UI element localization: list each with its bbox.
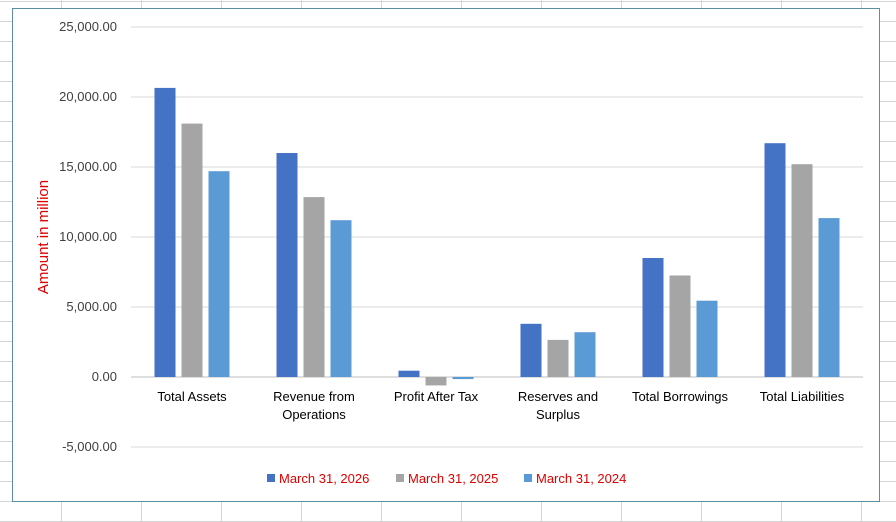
legend-label: March 31, 2025	[408, 471, 498, 486]
bar[interactable]	[818, 218, 840, 377]
bar[interactable]	[696, 300, 718, 377]
bar[interactable]	[574, 332, 596, 377]
bar[interactable]	[669, 275, 691, 378]
bar[interactable]	[276, 153, 298, 377]
bar[interactable]	[642, 258, 664, 377]
category-label: Total Assets	[157, 389, 227, 404]
legend-swatch	[524, 474, 532, 482]
gridlines	[131, 26, 863, 448]
legend-label: March 31, 2024	[536, 471, 626, 486]
legend-swatch	[396, 474, 404, 482]
bar[interactable]	[520, 323, 542, 377]
y-tick-label: -5,000.00	[62, 439, 117, 454]
category-label: Profit After Tax	[394, 389, 479, 404]
bar[interactable]	[452, 377, 474, 380]
bar[interactable]	[181, 123, 203, 377]
bar[interactable]	[154, 87, 176, 378]
category-label: Total Liabilities	[760, 389, 845, 404]
category-label: Total Borrowings	[632, 389, 729, 404]
bar[interactable]	[208, 171, 230, 377]
y-tick-label: 5,000.00	[66, 299, 117, 314]
bar[interactable]	[330, 220, 352, 377]
chart-area[interactable]: -5,000.00 0.00 5,000.00 10,000.00 15,000.00 2…	[12, 8, 880, 502]
bar-chart: -5,000.00 0.00 5,000.00 10,000.00 15,000.00 2…	[35, 19, 863, 486]
bar[interactable]	[547, 339, 569, 377]
bar[interactable]	[398, 370, 420, 377]
y-axis-label: Amount in million	[35, 180, 52, 294]
y-tick-labels: -5,000.00 0.00 5,000.00 10,000.00 15,000.00 2…	[59, 19, 117, 454]
category-labels: Total Assets Revenue from Operations Profit…	[157, 389, 844, 422]
legend: March 31, 2026 March 31, 2025 March 31, 20…	[267, 471, 626, 486]
category-label: Revenue from Operations	[273, 389, 355, 422]
bar[interactable]	[425, 377, 447, 386]
y-tick-label: 20,000.00	[59, 89, 117, 104]
bar[interactable]	[791, 164, 813, 377]
y-tick-label: 10,000.00	[59, 229, 117, 244]
bar[interactable]	[303, 197, 325, 377]
y-tick-label: 15,000.00	[59, 159, 117, 174]
y-tick-label: 0.00	[92, 369, 117, 384]
bar[interactable]	[764, 143, 786, 377]
legend-swatch	[267, 474, 275, 482]
category-label: Reserves and Surplus	[518, 389, 598, 422]
bars	[154, 87, 840, 386]
legend-label: March 31, 2026	[279, 471, 369, 486]
y-tick-label: 25,000.00	[59, 19, 117, 34]
